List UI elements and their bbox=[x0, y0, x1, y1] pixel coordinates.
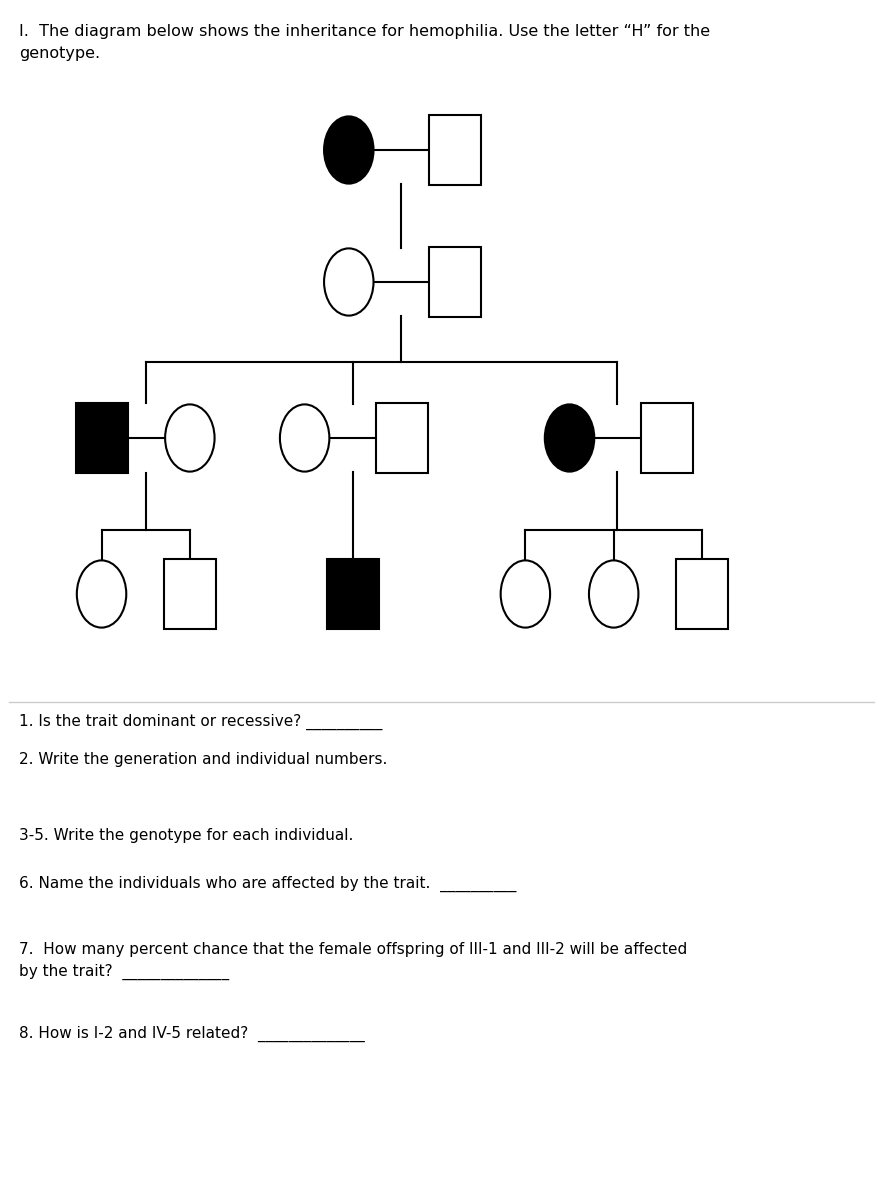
Text: 3-5. Write the genotype for each individual.: 3-5. Write the genotype for each individ… bbox=[19, 828, 354, 842]
Bar bbox=[429, 247, 480, 317]
Bar bbox=[641, 403, 692, 473]
Circle shape bbox=[324, 116, 374, 184]
Text: 8. How is I-2 and IV-5 related?  ______________: 8. How is I-2 and IV-5 related? ________… bbox=[19, 1026, 366, 1043]
Circle shape bbox=[280, 404, 329, 472]
Text: 1. Is the trait dominant or recessive? __________: 1. Is the trait dominant or recessive? _… bbox=[19, 714, 383, 731]
Text: 6. Name the individuals who are affected by the trait.  __________: 6. Name the individuals who are affected… bbox=[19, 876, 517, 893]
Bar bbox=[164, 559, 215, 629]
Text: I.  The diagram below shows the inheritance for hemophilia. Use the letter “H” f: I. The diagram below shows the inheritan… bbox=[19, 24, 711, 61]
Text: 2. Write the generation and individual numbers.: 2. Write the generation and individual n… bbox=[19, 752, 388, 768]
Bar bbox=[376, 403, 427, 473]
Text: 7.  How many percent chance that the female offspring of III-1 and III-2 will be: 7. How many percent chance that the fema… bbox=[19, 942, 688, 980]
Bar bbox=[76, 403, 127, 473]
Circle shape bbox=[324, 248, 374, 316]
Circle shape bbox=[501, 560, 550, 628]
Circle shape bbox=[589, 560, 638, 628]
Bar bbox=[328, 559, 379, 629]
Circle shape bbox=[77, 560, 126, 628]
Circle shape bbox=[165, 404, 215, 472]
Circle shape bbox=[545, 404, 594, 472]
Bar bbox=[429, 115, 480, 185]
Bar bbox=[676, 559, 728, 629]
